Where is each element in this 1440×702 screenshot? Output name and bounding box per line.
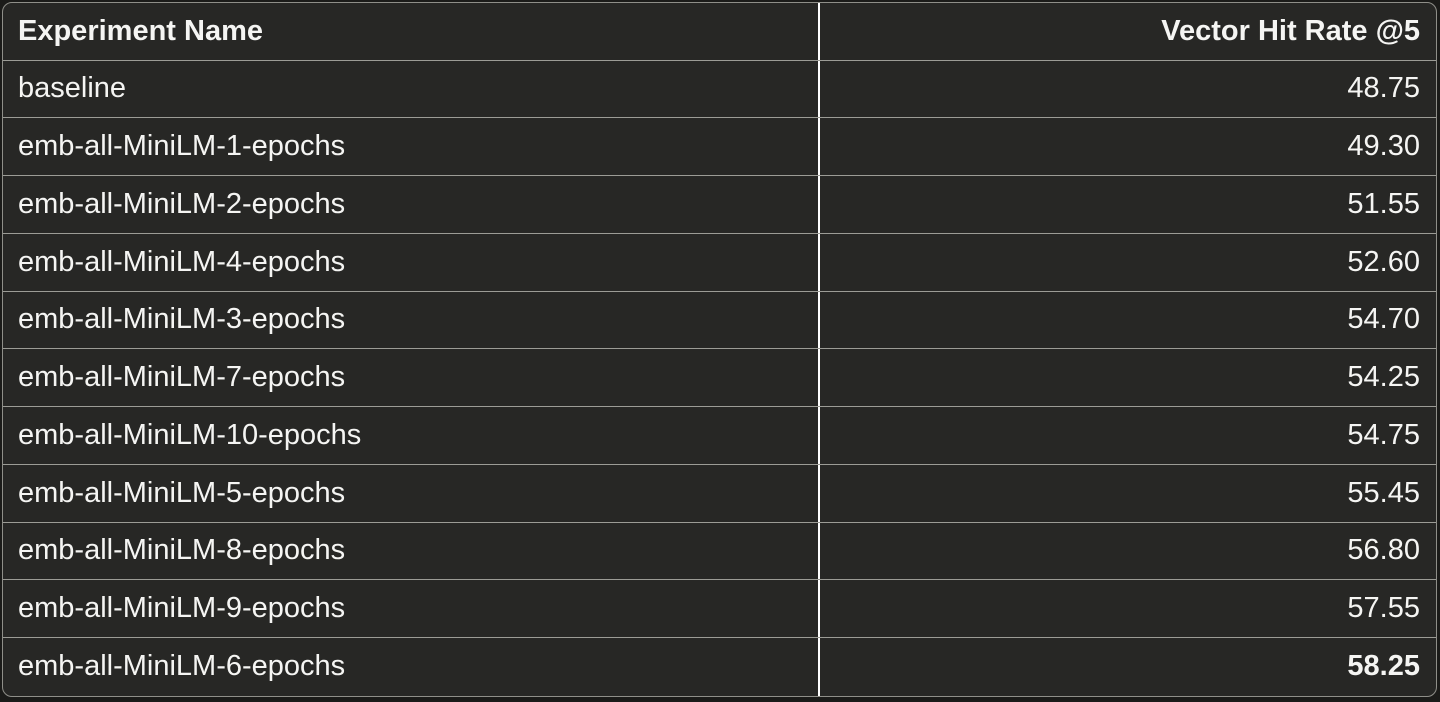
cell-experiment-name[interactable]: emb-all-MiniLM-8-epochs bbox=[3, 522, 820, 580]
cell-experiment-name[interactable]: emb-all-MiniLM-3-epochs bbox=[3, 291, 820, 349]
cell-experiment-name[interactable]: emb-all-MiniLM-4-epochs bbox=[3, 233, 820, 291]
cell-experiment-name[interactable]: emb-all-MiniLM-7-epochs bbox=[3, 349, 820, 406]
column-header-experiment-name[interactable]: Experiment Name bbox=[3, 3, 820, 60]
cell-metric-value[interactable]: 51.55 bbox=[1347, 187, 1420, 220]
table-row[interactable]: emb-all-MiniLM-3-epochs 54.70 bbox=[3, 291, 1436, 350]
cell-experiment-name[interactable]: emb-all-MiniLM-5-epochs bbox=[3, 464, 820, 522]
cell-metric-value[interactable]: 49.30 bbox=[1347, 130, 1420, 163]
cell-metric-value[interactable]: 48.75 bbox=[1347, 72, 1420, 105]
table-row[interactable]: emb-all-MiniLM-9-epochs 57.55 bbox=[3, 580, 1436, 638]
cell-experiment-name[interactable]: emb-all-MiniLM-1-epochs bbox=[3, 118, 820, 175]
table-row[interactable]: emb-all-MiniLM-7-epochs 54.25 bbox=[3, 349, 1436, 407]
cell-experiment-name[interactable]: emb-all-MiniLM-10-epochs bbox=[3, 407, 820, 464]
table-row[interactable]: emb-all-MiniLM-2-epochs 51.55 bbox=[3, 176, 1436, 234]
cell-metric-value[interactable]: 52.60 bbox=[1347, 245, 1420, 278]
cell-metric-value[interactable]: 55.45 bbox=[1347, 476, 1420, 509]
table-row[interactable]: emb-all-MiniLM-10-epochs 54.75 bbox=[3, 407, 1436, 465]
cell-metric-value[interactable]: 54.25 bbox=[1347, 361, 1420, 394]
cell-metric-value[interactable]: 57.55 bbox=[1347, 592, 1420, 625]
column-header-vector-hit-rate[interactable]: Vector Hit Rate @5 bbox=[1161, 14, 1420, 47]
cell-experiment-name[interactable]: emb-all-MiniLM-9-epochs bbox=[3, 580, 820, 637]
cell-metric-value[interactable]: 54.75 bbox=[1347, 418, 1420, 451]
cell-metric-value-max[interactable]: 58.25 bbox=[1347, 650, 1420, 683]
table-header-row: Experiment Name Vector Hit Rate @5 bbox=[3, 3, 1436, 61]
cell-experiment-name[interactable]: emb-all-MiniLM-2-epochs bbox=[3, 176, 820, 233]
cell-experiment-name[interactable]: emb-all-MiniLM-6-epochs bbox=[3, 638, 820, 696]
table-row[interactable]: emb-all-MiniLM-5-epochs 55.45 bbox=[3, 464, 1436, 523]
cell-experiment-name[interactable]: baseline bbox=[3, 60, 820, 118]
table-row[interactable]: baseline 48.75 bbox=[3, 60, 1436, 119]
table-row[interactable]: emb-all-MiniLM-6-epochs 58.25 bbox=[3, 638, 1436, 696]
cell-metric-value[interactable]: 56.80 bbox=[1347, 534, 1420, 567]
table-row[interactable]: emb-all-MiniLM-1-epochs 49.30 bbox=[3, 118, 1436, 176]
cell-metric-value[interactable]: 54.70 bbox=[1347, 303, 1420, 336]
table-row[interactable]: emb-all-MiniLM-4-epochs 52.60 bbox=[3, 233, 1436, 292]
table-row[interactable]: emb-all-MiniLM-8-epochs 56.80 bbox=[3, 522, 1436, 581]
